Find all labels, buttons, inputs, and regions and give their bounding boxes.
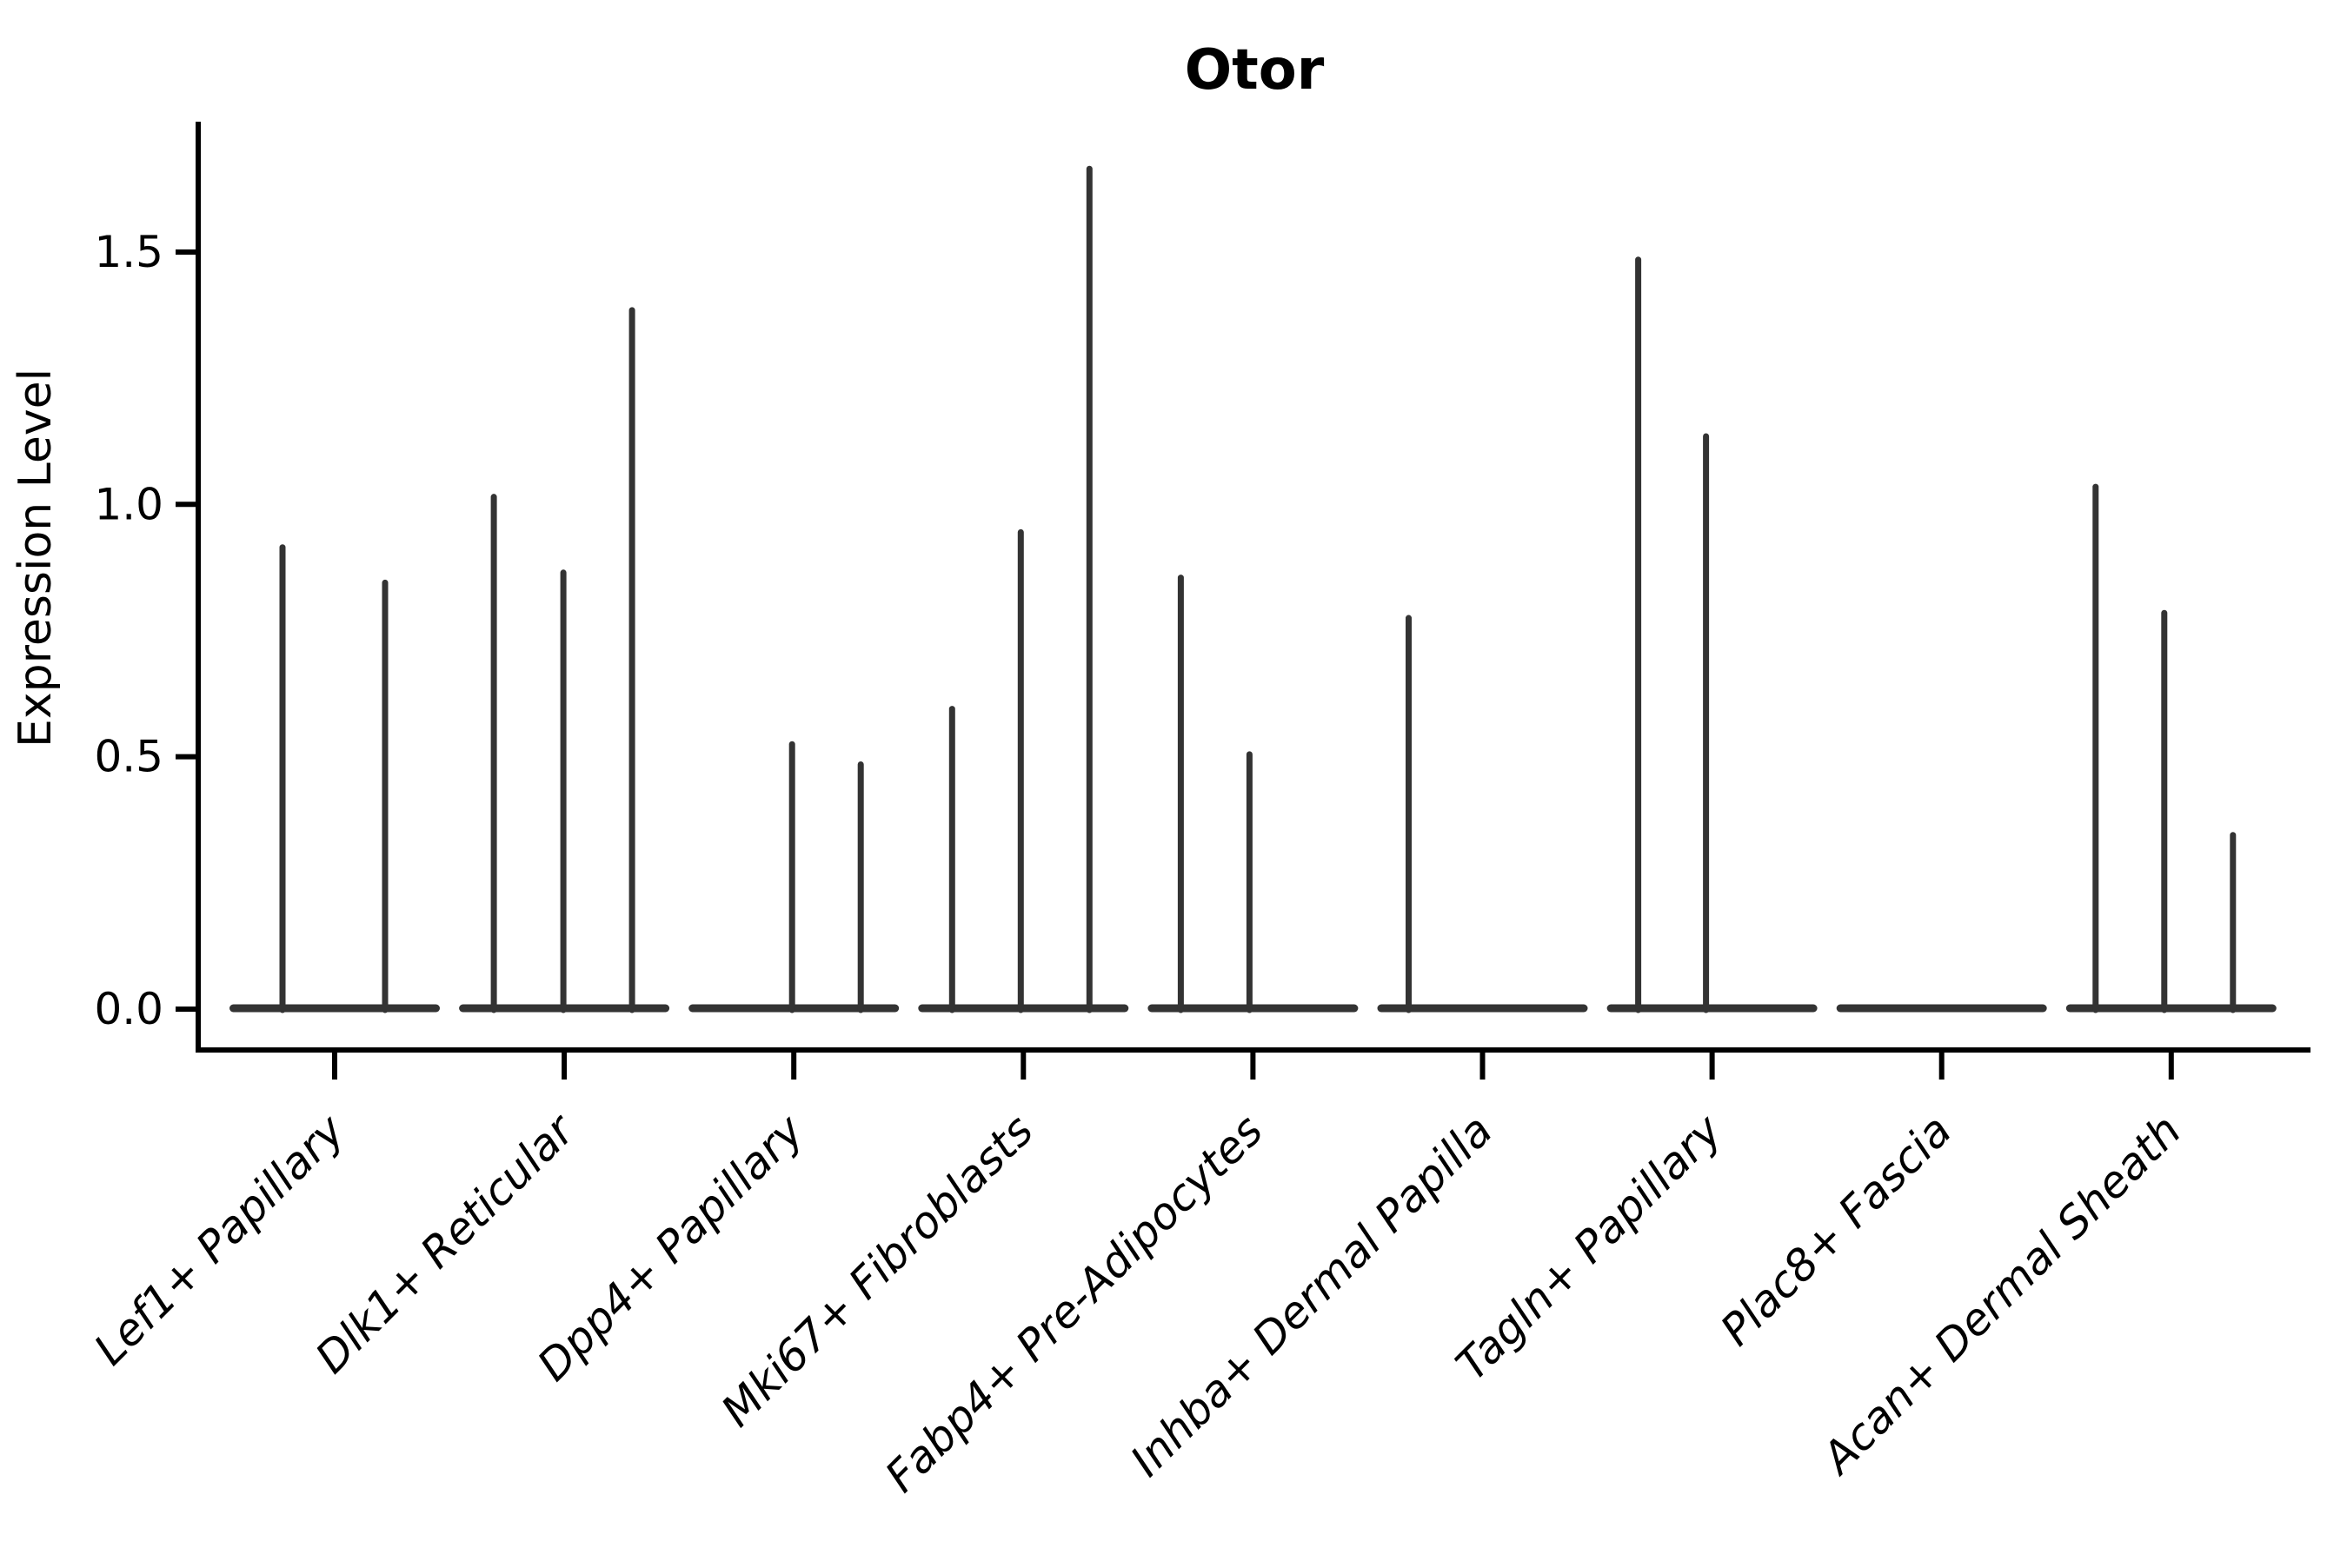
violin-baseline-4	[1147, 1004, 1359, 1013]
y-tick-label-0: 0.0	[94, 984, 163, 1034]
y-axis-label: Expression Level	[10, 369, 62, 747]
violin-baseline-5	[1377, 1004, 1588, 1013]
violin-baseline-7	[1836, 1004, 2047, 1013]
category-label-7: Plac8+ Fascia	[1711, 1105, 1961, 1355]
category-label-0: Lef1+ Papillary	[84, 1104, 355, 1374]
violin-baseline-0	[229, 1004, 440, 1013]
chart-title: Otor	[1185, 38, 1325, 103]
category-label-4: Fabp4+ Pre-Adipocytes	[875, 1105, 1273, 1502]
y-tick-label-3: 1.5	[94, 227, 163, 277]
violin-baseline-6	[1606, 1004, 1818, 1013]
violin-baseline-8	[2065, 1004, 2277, 1013]
category-label-5: Inhba+ Dermal Papilla	[1121, 1105, 1502, 1485]
y-tick-label-2: 1.0	[94, 479, 163, 529]
y-tick-label-1: 0.5	[94, 732, 163, 782]
axes	[196, 122, 2310, 1053]
